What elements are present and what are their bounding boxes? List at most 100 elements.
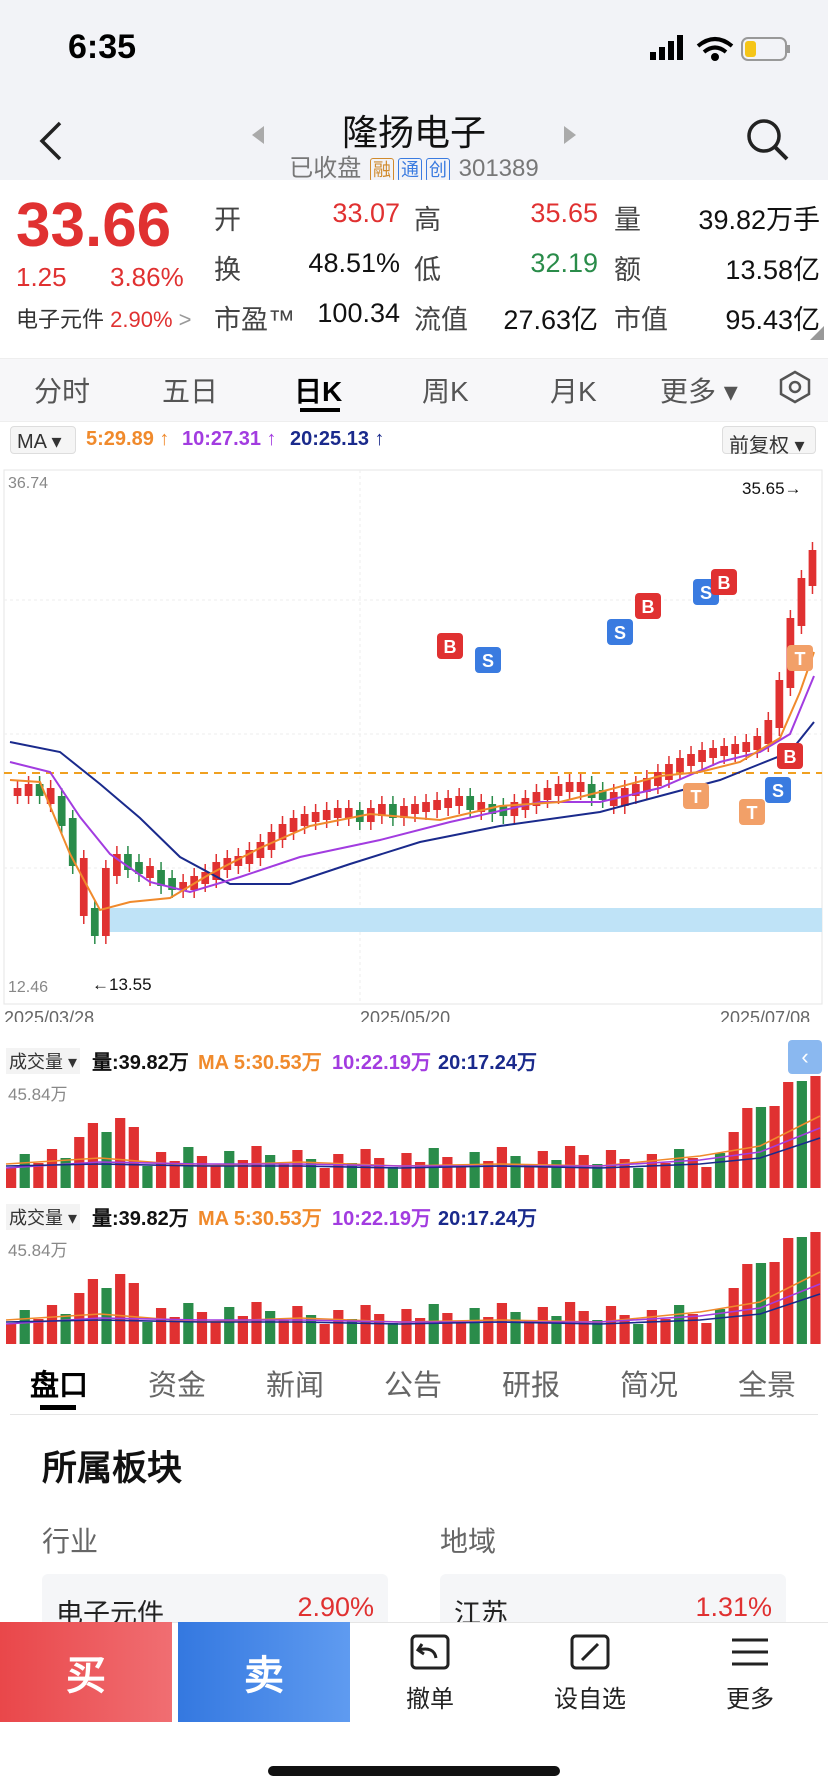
candle-body bbox=[422, 802, 430, 812]
volume-bar bbox=[33, 1163, 44, 1188]
volume-panel-2[interactable]: 成交量 ▾ 量:39.82万 MA 5:30.53万 10:22.19万 20:… bbox=[0, 1196, 828, 1344]
candle-body bbox=[322, 810, 331, 820]
tab-news[interactable]: 新闻 bbox=[266, 1370, 325, 1402]
volume-select-1[interactable]: 成交量 ▾ bbox=[6, 1048, 81, 1074]
tab-monthly-k[interactable]: 月K bbox=[550, 376, 597, 407]
industry-label: 行业 bbox=[42, 1526, 99, 1557]
volume-bar bbox=[483, 1161, 494, 1188]
bottom-tab-indicator bbox=[40, 1405, 76, 1410]
volume-bar bbox=[810, 1232, 821, 1344]
volume-bar bbox=[292, 1306, 303, 1344]
volume-ma5-2: MA 5:30.53万 bbox=[198, 1208, 322, 1230]
settings-hex-icon[interactable] bbox=[778, 370, 812, 404]
tab-announcements[interactable]: 公告 bbox=[384, 1370, 443, 1402]
volume-bar bbox=[87, 1279, 99, 1344]
trade-signal-marker[interactable]: S bbox=[475, 647, 501, 673]
volume-bar bbox=[128, 1283, 139, 1344]
tab-five-day[interactable]: 五日 bbox=[162, 376, 219, 407]
prev-stock-icon[interactable] bbox=[250, 124, 266, 146]
collapse-panel-icon[interactable]: ‹ bbox=[788, 1040, 822, 1074]
trade-signal-marker[interactable]: B bbox=[711, 569, 737, 595]
next-stock-icon[interactable] bbox=[562, 124, 578, 146]
tab-overview[interactable]: 全景 bbox=[738, 1370, 797, 1402]
tab-daily-k[interactable]: 日K bbox=[294, 376, 343, 407]
volume-bar bbox=[196, 1156, 208, 1188]
trade-signal-marker[interactable]: B bbox=[635, 593, 661, 619]
sector-link[interactable]: 电子元件 2.90% > bbox=[16, 307, 192, 332]
volume-bar bbox=[701, 1167, 712, 1188]
y-max-label: 36.74 bbox=[8, 475, 48, 492]
volume-bar bbox=[265, 1311, 276, 1344]
tab-weekly-k[interactable]: 周K bbox=[422, 376, 469, 407]
volume-max-2: 45.84万 bbox=[8, 1241, 68, 1260]
volume-bar bbox=[469, 1152, 480, 1188]
high-mark: 35.65→ bbox=[742, 479, 802, 498]
volume-bar bbox=[496, 1147, 508, 1188]
candle-body bbox=[775, 680, 784, 728]
trade-signal-marker[interactable]: T bbox=[739, 799, 765, 825]
volume-bar bbox=[401, 1309, 412, 1344]
divider bbox=[10, 1414, 818, 1415]
volume-ma20-line bbox=[5, 1293, 821, 1325]
volume-bar bbox=[674, 1149, 685, 1188]
trade-signal-marker[interactable]: B bbox=[777, 743, 803, 769]
volume-bar bbox=[319, 1324, 330, 1344]
volume-bar bbox=[578, 1311, 589, 1344]
volume-bar bbox=[755, 1107, 767, 1188]
cancel-order-button[interactable]: 撤单 bbox=[370, 1632, 490, 1714]
stat-label-pe: 市盈™ bbox=[214, 305, 295, 335]
volume-bar bbox=[142, 1166, 153, 1188]
back-icon[interactable] bbox=[38, 120, 64, 162]
volume-select-2[interactable]: 成交量 ▾ bbox=[6, 1204, 81, 1230]
expand-corner-icon[interactable] bbox=[810, 326, 824, 340]
trade-signal-marker[interactable]: B bbox=[437, 633, 463, 659]
volume-bar bbox=[633, 1324, 644, 1344]
volume-bar bbox=[687, 1158, 698, 1188]
candle-body bbox=[742, 742, 751, 752]
volume-bar bbox=[19, 1154, 30, 1188]
stat-label-high: 高 bbox=[414, 205, 441, 235]
tab-funds[interactable]: 资金 bbox=[148, 1370, 207, 1402]
tab-profile[interactable]: 简况 bbox=[620, 1370, 679, 1402]
candle-body bbox=[543, 788, 552, 800]
sell-button[interactable]: 卖 bbox=[178, 1622, 350, 1722]
buy-button[interactable]: 买 bbox=[0, 1622, 172, 1722]
volume-bar bbox=[60, 1314, 71, 1344]
add-watchlist-button[interactable]: 设自选 bbox=[530, 1632, 650, 1714]
candle-body bbox=[797, 578, 806, 626]
trade-signal-marker[interactable]: S bbox=[607, 619, 633, 645]
candle-body bbox=[24, 784, 33, 796]
candle-body bbox=[510, 802, 519, 816]
candle-body bbox=[234, 856, 243, 866]
stat-label-market-cap: 市值 bbox=[614, 305, 668, 335]
candle-body bbox=[68, 818, 77, 866]
volume-bar bbox=[551, 1316, 562, 1344]
volume-bar bbox=[387, 1167, 398, 1188]
candle-body bbox=[731, 744, 740, 754]
tab-order-book[interactable]: 盘口 bbox=[30, 1370, 89, 1402]
candle-body bbox=[400, 806, 408, 818]
volume-bar bbox=[210, 1165, 221, 1188]
volume-bar bbox=[224, 1307, 235, 1344]
more-button[interactable]: 更多 bbox=[690, 1632, 810, 1714]
volume-bar bbox=[60, 1158, 71, 1188]
search-icon[interactable] bbox=[744, 116, 792, 164]
tab-more[interactable]: 更多 ▾ bbox=[660, 376, 738, 407]
volume-bar bbox=[660, 1163, 671, 1188]
tab-intraday[interactable]: 分时 bbox=[34, 376, 91, 407]
adjust-select[interactable]: 前复权 ▾ bbox=[722, 426, 816, 457]
svg-text:S: S bbox=[700, 583, 712, 603]
trade-signal-marker[interactable]: T bbox=[683, 783, 709, 809]
industry-pct: 2.90% bbox=[297, 1592, 374, 1622]
volume-bar bbox=[592, 1164, 603, 1188]
trade-signal-marker[interactable]: T bbox=[787, 645, 813, 671]
ma-indicator-select[interactable]: MA ▾ bbox=[10, 426, 76, 454]
volume-bar bbox=[401, 1153, 412, 1188]
trade-signal-marker[interactable]: S bbox=[765, 777, 791, 803]
candle-body bbox=[411, 804, 419, 814]
volume-panel-1[interactable]: 成交量 ▾ 量:39.82万 MA 5:30.53万 10:22.19万 20:… bbox=[0, 1040, 828, 1188]
tab-research[interactable]: 研报 bbox=[502, 1370, 561, 1402]
volume-bar bbox=[305, 1159, 317, 1188]
support-zone bbox=[104, 908, 822, 932]
